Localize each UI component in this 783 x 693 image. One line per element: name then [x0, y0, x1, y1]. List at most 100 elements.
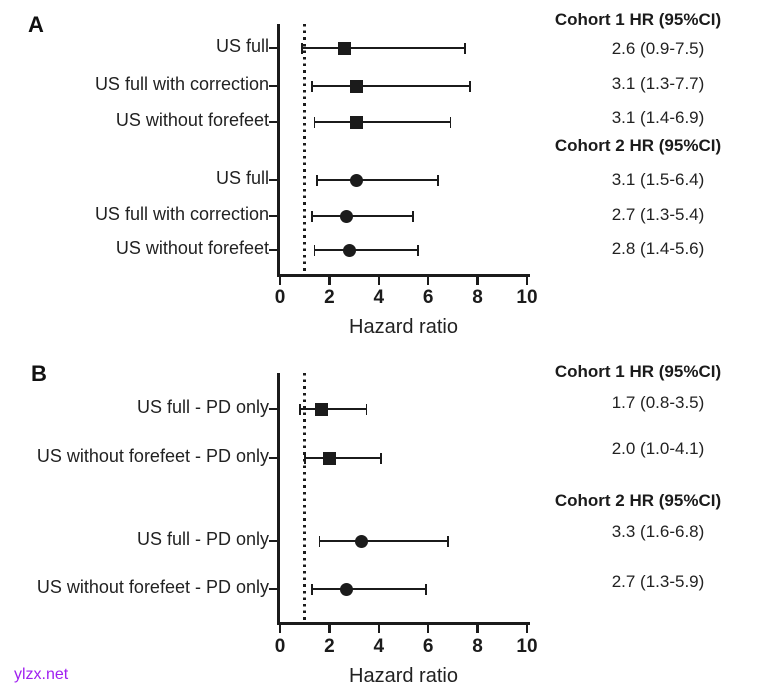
x-axis-tick	[377, 625, 381, 633]
hr-value: 2.8 (1.4-5.6)	[611, 239, 705, 258]
ci-cap-high	[417, 244, 420, 256]
hr-value: 3.1 (1.5-6.4)	[611, 170, 705, 189]
ci-cap-high	[437, 174, 439, 186]
tick-label: 4	[373, 287, 385, 308]
tick-label: 0	[274, 287, 286, 308]
cohort-heading: Cohort 1 HR (95%CI)	[554, 10, 722, 29]
marker-circle	[342, 243, 356, 257]
ci-cap-high	[412, 210, 415, 222]
ci-cap-low	[311, 80, 313, 92]
watermark: ylzx.net	[14, 666, 69, 683]
row-tick	[269, 248, 280, 252]
hr-value: 2.7 (1.3-5.9)	[611, 572, 705, 591]
x-axis	[277, 622, 530, 625]
row-tick	[269, 84, 280, 88]
ci-cap-low	[313, 244, 316, 256]
row-tick	[269, 587, 280, 591]
marker-circle	[350, 173, 364, 187]
row-label: US full with correction	[94, 204, 269, 224]
ci-line	[312, 588, 426, 590]
ci-cap-low	[318, 535, 321, 547]
row-tick	[269, 178, 280, 182]
axis-title: Hazard ratio	[349, 316, 458, 338]
marker-circle	[340, 209, 354, 223]
marker-square	[350, 79, 364, 93]
tick-label: 6	[422, 636, 434, 657]
row-tick	[269, 407, 280, 411]
tick-label: 8	[472, 287, 483, 308]
row-tick	[269, 456, 280, 460]
row-label: US without forefeet - PD only	[36, 577, 269, 597]
tick-label: 2	[324, 636, 335, 657]
cohort-heading: Cohort 2 HR (95%CI)	[554, 491, 722, 510]
x-axis-tick	[278, 625, 282, 633]
ci-cap-low	[303, 452, 306, 464]
x-axis-tick	[328, 277, 331, 285]
ci-line	[312, 215, 414, 217]
row-label: US without forefeet	[115, 238, 269, 258]
ci-cap-high	[449, 116, 452, 128]
x-axis-tick	[525, 277, 529, 285]
ci-line	[314, 249, 419, 251]
hr-value: 2.7 (1.3-5.4)	[611, 205, 705, 224]
cohort-heading: Cohort 2 HR (95%CI)	[554, 136, 722, 155]
row-label: US full	[215, 36, 269, 56]
ci-line	[314, 121, 451, 123]
ci-cap-low	[311, 210, 313, 222]
ci-cap-high	[424, 583, 427, 595]
ci-cap-high	[464, 42, 467, 54]
row-tick	[269, 214, 280, 218]
ci-cap-high	[447, 535, 449, 547]
x-axis-tick	[525, 625, 529, 633]
tick-label: 6	[422, 287, 434, 308]
x-axis-tick	[476, 625, 479, 633]
x-axis	[277, 274, 530, 277]
ci-cap-high	[365, 403, 368, 415]
tick-label: 0	[274, 636, 286, 657]
row-label: US full	[215, 168, 269, 188]
row-label: US without forefeet	[115, 110, 269, 130]
hr-value: 1.7 (0.8-3.5)	[611, 393, 705, 412]
row-tick	[269, 46, 280, 50]
ci-line	[302, 47, 466, 49]
panel-letter: B	[31, 361, 47, 386]
tick-label: 8	[472, 636, 483, 657]
marker-square	[337, 41, 351, 55]
ci-line	[319, 540, 448, 542]
ci-line	[304, 457, 382, 459]
hr-value: 3.1 (1.3-7.7)	[611, 74, 705, 93]
y-axis	[277, 373, 280, 625]
x-axis-tick	[278, 277, 282, 285]
ci-cap-low	[298, 403, 301, 415]
ci-line	[317, 179, 439, 181]
ci-cap-high	[469, 80, 472, 92]
tick-label: 10	[516, 636, 538, 657]
marker-square	[350, 115, 364, 129]
tick-label: 2	[324, 287, 335, 308]
y-axis	[277, 24, 280, 277]
x-axis-tick	[476, 277, 479, 285]
ci-cap-low	[301, 42, 304, 54]
cohort-heading: Cohort 1 HR (95%CI)	[554, 362, 722, 381]
ci-cap-low	[313, 116, 316, 128]
x-axis-tick	[426, 277, 430, 285]
panel-letter: A	[28, 12, 44, 37]
x-axis-tick	[377, 277, 381, 285]
tick-label: 10	[516, 287, 538, 308]
axis-title: Hazard ratio	[349, 665, 458, 687]
ci-cap-high	[380, 452, 383, 464]
hr-value: 3.1 (1.4-6.9)	[611, 108, 705, 127]
row-label: US without forefeet - PD only	[36, 446, 269, 466]
x-axis-tick	[328, 625, 331, 633]
ci-line	[312, 85, 471, 87]
ci-cap-low	[311, 583, 313, 595]
marker-circle	[355, 534, 368, 548]
row-tick	[269, 539, 280, 543]
row-label: US full with correction	[94, 74, 269, 94]
hr-value: 2.6 (0.9-7.5)	[611, 39, 705, 58]
tick-label: 4	[373, 636, 385, 657]
hr-value: 2.0 (1.0-4.1)	[611, 439, 705, 458]
hr-value: 3.3 (1.6-6.8)	[611, 522, 705, 541]
marker-square	[322, 451, 336, 465]
